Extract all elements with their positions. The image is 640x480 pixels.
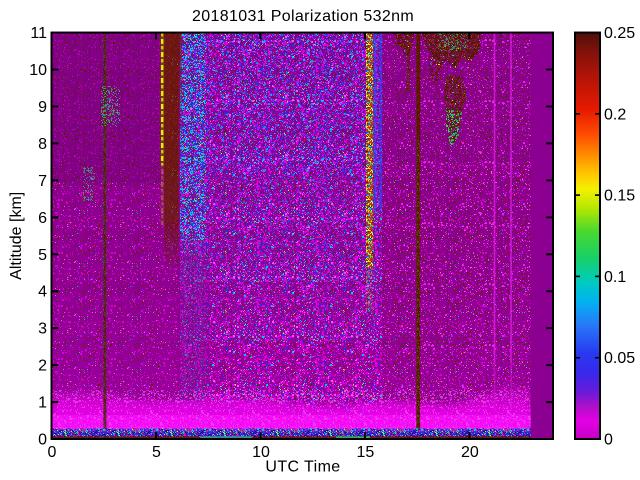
- svg-text:4: 4: [38, 284, 47, 301]
- svg-text:0: 0: [48, 444, 57, 461]
- svg-text:0: 0: [604, 432, 613, 449]
- svg-text:6: 6: [38, 210, 47, 227]
- svg-text:5: 5: [38, 247, 47, 264]
- svg-text:0.15: 0.15: [604, 188, 635, 205]
- svg-text:UTC Time: UTC Time: [265, 459, 340, 476]
- svg-text:10: 10: [29, 62, 47, 79]
- svg-text:Altitude [km]: Altitude [km]: [8, 192, 25, 280]
- svg-text:7: 7: [38, 173, 47, 190]
- svg-text:0.1: 0.1: [604, 269, 626, 286]
- svg-text:20181031 Polarization 532nm: 20181031 Polarization 532nm: [192, 8, 414, 25]
- svg-text:0.25: 0.25: [604, 25, 635, 42]
- svg-text:11: 11: [30, 25, 47, 42]
- svg-text:10: 10: [252, 444, 270, 461]
- svg-text:5: 5: [152, 444, 161, 461]
- svg-text:15: 15: [357, 444, 375, 461]
- svg-text:0.05: 0.05: [604, 350, 635, 367]
- svg-text:1: 1: [38, 395, 47, 412]
- svg-text:0.2: 0.2: [604, 106, 626, 123]
- svg-text:8: 8: [38, 136, 47, 153]
- svg-text:20: 20: [461, 444, 479, 461]
- svg-text:9: 9: [38, 99, 47, 116]
- svg-text:3: 3: [38, 321, 47, 338]
- svg-text:2: 2: [38, 358, 47, 375]
- svg-text:0: 0: [38, 432, 47, 449]
